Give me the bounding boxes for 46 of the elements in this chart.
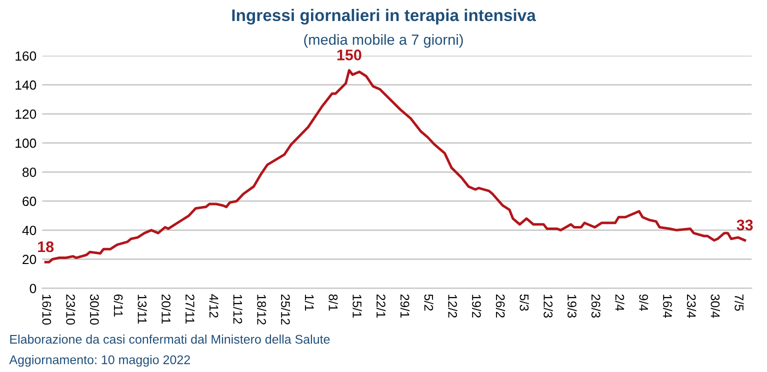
x-tick-label: 18/12	[257, 294, 266, 325]
x-tick-label: 20/11	[162, 294, 171, 324]
x-tick-label: 19/2	[472, 294, 482, 318]
x-tick-label: 22/1	[376, 294, 386, 318]
x-tick-label: 23/10	[66, 294, 76, 325]
annotation: 33	[736, 220, 753, 230]
text: Aggiornamento: 10 maggio 2022	[9, 355, 190, 367]
x-tick-label: 12/2	[448, 294, 458, 318]
y-tick-label: 140	[16, 80, 36, 90]
x-tick-label: 5/3	[520, 294, 529, 311]
x-tick-label: 9/4	[639, 294, 648, 311]
y-tick-label: 60	[22, 196, 36, 206]
y-tick-label: 40	[22, 226, 36, 236]
x-tick-label: 16/10	[42, 294, 52, 325]
y-tick-label: 160	[16, 51, 36, 61]
x-tick-label: 29/1	[400, 294, 410, 318]
y-tick-label: 20	[22, 254, 36, 264]
x-tick-label: 25/12	[281, 294, 290, 325]
chart-title: Ingressi giornalieri in terapia intensiva	[232, 8, 536, 25]
x-tick-label: 19/3	[568, 294, 577, 318]
y-tick-label: 80	[22, 168, 36, 177]
x-tick-label: 5/2	[424, 294, 434, 311]
y-tick-label: 120	[16, 109, 36, 119]
x-tick-label: 27/11	[186, 294, 195, 324]
x-tick-label: 30/4	[710, 294, 720, 318]
x-tick-label: 30/10	[90, 294, 100, 325]
x-tick-label: 8/1	[328, 294, 338, 311]
x-tick-label: 6/11	[114, 294, 124, 317]
x-tick-label: 23/4	[686, 294, 696, 318]
x-tick-label: 16/4	[663, 294, 672, 318]
text: Elaborazione da casi confermati dal Ministero della Salute	[10, 334, 330, 344]
x-tick-label: 15/1	[352, 294, 362, 318]
annotation: 150	[337, 50, 362, 60]
x-tick-label: 11/12	[233, 294, 242, 324]
chart-subtitle: (media mobile a 7 giorni)	[304, 34, 463, 48]
x-tick-label: 12/3	[544, 294, 553, 318]
annotation: 18	[38, 241, 54, 252]
x-tick-label: 7/5	[734, 294, 744, 311]
x-tick-label: 26/2	[496, 294, 506, 318]
y-tick-label: 100	[16, 138, 36, 148]
x-tick-label: 13/11	[138, 294, 147, 324]
x-tick-label: 2/4	[615, 294, 624, 311]
x-tick-label: 26/3	[591, 294, 601, 318]
x-tick-label: 4/12	[209, 294, 219, 318]
y-tick-label: 0	[30, 284, 36, 294]
x-tick-label: 1/1	[304, 294, 314, 311]
